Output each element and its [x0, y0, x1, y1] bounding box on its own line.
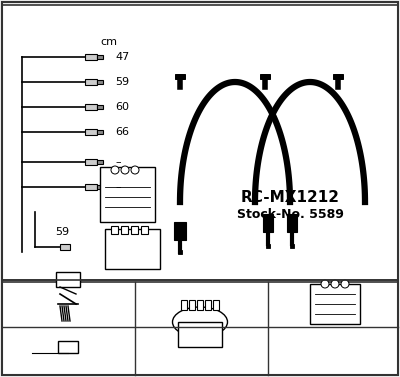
Text: 59: 59 [55, 227, 69, 237]
Bar [97, 105, 103, 109]
Bar [105, 229, 160, 269]
Bar [56, 272, 80, 287]
Circle shape [321, 280, 329, 288]
Bar [60, 244, 70, 250]
Bar [100, 167, 155, 222]
Bar [85, 159, 97, 165]
Bar [290, 244, 294, 248]
Circle shape [331, 280, 339, 288]
Bar [97, 160, 103, 164]
Circle shape [111, 166, 119, 174]
Circle shape [121, 166, 129, 174]
Bar [58, 341, 78, 353]
Bar [85, 184, 97, 190]
Bar [263, 214, 273, 232]
Bar [97, 185, 103, 189]
Bar [310, 284, 360, 324]
Bar [181, 300, 187, 310]
Bar [111, 226, 118, 234]
Text: RC-MX1212: RC-MX1212 [240, 190, 340, 204]
Bar [178, 250, 182, 254]
Bar [131, 226, 138, 234]
Circle shape [131, 166, 139, 174]
Bar [174, 222, 186, 240]
Bar [178, 322, 222, 347]
Text: 59: 59 [115, 77, 129, 87]
Bar [205, 300, 211, 310]
Bar [97, 130, 103, 134]
Bar [85, 129, 97, 135]
Ellipse shape [172, 307, 228, 337]
Circle shape [341, 280, 349, 288]
Bar [97, 80, 103, 84]
Bar [213, 300, 219, 310]
Bar [175, 74, 185, 79]
Bar [266, 244, 270, 248]
Text: 47: 47 [115, 52, 129, 62]
Bar [85, 79, 97, 85]
Bar [121, 226, 128, 234]
Text: 60: 60 [115, 102, 129, 112]
Text: Stock-No. 5589: Stock-No. 5589 [236, 208, 344, 222]
Bar [197, 300, 203, 310]
Bar [2, 5, 398, 280]
Bar [85, 54, 97, 60]
Bar [85, 104, 97, 110]
Bar [189, 300, 195, 310]
Text: cm: cm [100, 37, 117, 47]
Bar [97, 55, 103, 59]
Bar [2, 282, 398, 375]
Text: –: – [115, 157, 121, 167]
Bar [287, 214, 297, 232]
Bar [141, 226, 148, 234]
Bar [333, 74, 343, 79]
Text: 66: 66 [115, 127, 129, 137]
Bar [260, 74, 270, 79]
Text: –: – [115, 182, 121, 192]
